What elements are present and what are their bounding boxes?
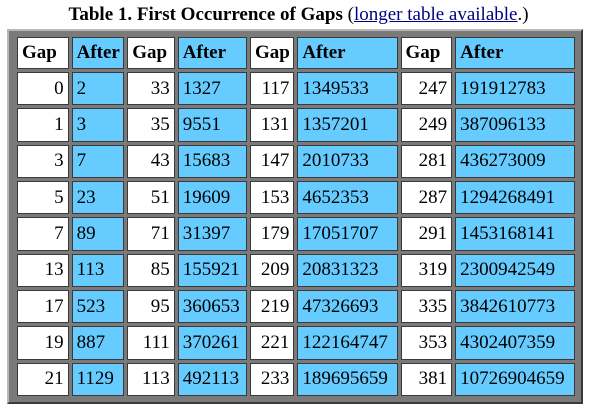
after-cell: 47326693: [297, 289, 398, 324]
after-cell: 89: [71, 217, 125, 251]
gap-cell: 335: [400, 289, 453, 324]
header-after: After: [297, 37, 398, 69]
gap-cell: 51: [127, 180, 175, 215]
gap-cell: 95: [127, 289, 175, 324]
table-row: 0 2 33 1327 117 1349533 247 191912783: [17, 72, 575, 106]
gap-cell: 247: [400, 72, 453, 106]
after-cell: 4302407359: [455, 326, 575, 360]
gap-cell: 71: [127, 217, 175, 251]
gap-cell: 19: [17, 326, 69, 360]
after-cell: 1349533: [297, 72, 398, 106]
after-cell: 2010733: [297, 144, 398, 178]
after-cell: 1357201: [297, 108, 398, 142]
gap-cell: 353: [400, 326, 453, 360]
gap-cell: 381: [400, 362, 453, 396]
caption-paren-close: .): [517, 4, 529, 25]
gap-cell: 287: [400, 180, 453, 215]
header-after: After: [71, 37, 125, 69]
gap-cell: 147: [249, 144, 295, 178]
longer-table-link[interactable]: longer table available: [353, 4, 518, 25]
after-cell: 155921: [177, 253, 247, 287]
gap-cell: 113: [127, 362, 175, 396]
after-cell: 17051707: [297, 217, 398, 251]
after-cell: 191912783: [455, 72, 575, 106]
gap-cell: 1: [17, 108, 69, 142]
gap-cell: 3: [17, 144, 69, 178]
table-row: 19 887 111 370261 221 122164747 353 4302407359: [17, 326, 575, 360]
after-cell: 9551: [177, 108, 247, 142]
after-cell: 360653: [177, 289, 247, 324]
gap-cell: 7: [17, 217, 69, 251]
after-cell: 523: [71, 289, 125, 324]
gap-cell: 153: [249, 180, 295, 215]
gap-cell: 5: [17, 180, 69, 215]
gap-cell: 111: [127, 326, 175, 360]
table-row: 13 113 85 155921 209 20831323 319 2300942549: [17, 253, 575, 287]
gap-cell: 219: [249, 289, 295, 324]
after-cell: 189695659: [297, 362, 398, 396]
gap-cell: 21: [17, 362, 69, 396]
gap-cell: 35: [127, 108, 175, 142]
after-cell: 1453168141: [455, 217, 575, 251]
header-gap: Gap: [17, 37, 69, 69]
after-cell: 4652353: [297, 180, 398, 215]
gap-cell: 117: [249, 72, 295, 106]
gap-cell: 233: [249, 362, 295, 396]
after-cell: 1129: [71, 362, 125, 396]
table-row: 5 23 51 19609 153 4652353 287 1294268491: [17, 180, 575, 215]
gap-cell: 13: [17, 253, 69, 287]
gap-cell: 281: [400, 144, 453, 178]
after-cell: 19609: [177, 180, 247, 215]
after-cell: 10726904659: [455, 362, 575, 396]
gap-cell: 249: [400, 108, 453, 142]
table-caption: Table 1. First Occurrence of Gaps (longe…: [0, 0, 597, 29]
table-title: Table 1. First Occurrence of Gaps: [68, 4, 343, 25]
gap-cell: 85: [127, 253, 175, 287]
after-cell: 2: [71, 72, 125, 106]
gap-cell: 131: [249, 108, 295, 142]
table-row: 17 523 95 360653 219 47326693 335 3842610773: [17, 289, 575, 324]
header-after: After: [455, 37, 575, 69]
header-gap: Gap: [127, 37, 175, 69]
after-cell: 2300942549: [455, 253, 575, 287]
after-cell: 1327: [177, 72, 247, 106]
gap-cell: 0: [17, 72, 69, 106]
after-cell: 20831323: [297, 253, 398, 287]
caption-paren-open: (: [342, 4, 354, 25]
header-row: Gap After Gap After Gap After Gap After: [17, 37, 575, 69]
after-cell: 370261: [177, 326, 247, 360]
table-row: 1 3 35 9551 131 1357201 249 387096133: [17, 108, 575, 142]
after-cell: 113: [71, 253, 125, 287]
after-cell: 23: [71, 180, 125, 215]
gap-cell: 33: [127, 72, 175, 106]
after-cell: 122164747: [297, 326, 398, 360]
gap-cell: 319: [400, 253, 453, 287]
table-row: 7 89 71 31397 179 17051707 291 1453168141: [17, 217, 575, 251]
header-gap: Gap: [249, 37, 295, 69]
after-cell: 387096133: [455, 108, 575, 142]
header-after: After: [177, 37, 247, 69]
gaps-table: Gap After Gap After Gap After Gap After …: [14, 34, 578, 399]
table-row: 21 1129 113 492113 233 189695659 381 1072690465…: [17, 362, 575, 396]
table-row: 3 7 43 15683 147 2010733 281 436273009: [17, 144, 575, 178]
after-cell: 3842610773: [455, 289, 575, 324]
after-cell: 31397: [177, 217, 247, 251]
table-frame: Gap After Gap After Gap After Gap After …: [7, 29, 583, 404]
after-cell: 3: [71, 108, 125, 142]
gap-cell: 179: [249, 217, 295, 251]
after-cell: 887: [71, 326, 125, 360]
after-cell: 436273009: [455, 144, 575, 178]
header-gap: Gap: [400, 37, 453, 69]
gap-cell: 209: [249, 253, 295, 287]
gap-cell: 221: [249, 326, 295, 360]
gap-cell: 43: [127, 144, 175, 178]
table-body: 0 2 33 1327 117 1349533 247 191912783 1 3 35 9551 13…: [17, 72, 575, 396]
after-cell: 492113: [177, 362, 247, 396]
gap-cell: 291: [400, 217, 453, 251]
after-cell: 7: [71, 144, 125, 178]
gap-cell: 17: [17, 289, 69, 324]
after-cell: 15683: [177, 144, 247, 178]
after-cell: 1294268491: [455, 180, 575, 215]
